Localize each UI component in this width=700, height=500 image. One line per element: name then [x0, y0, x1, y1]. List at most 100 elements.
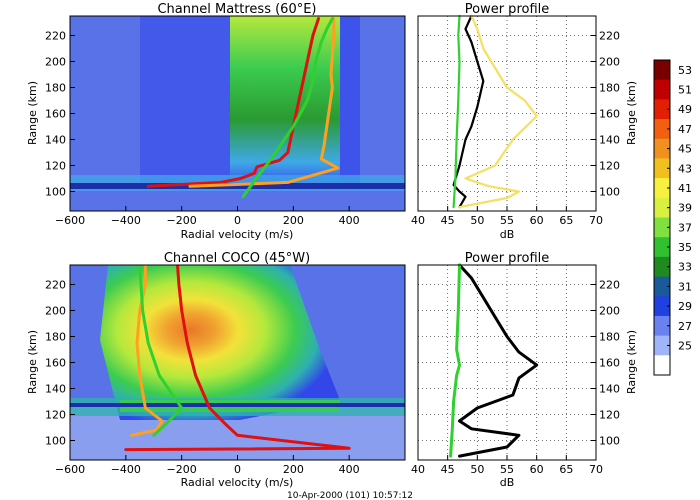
mattress-y-tick-label: 120: [45, 160, 66, 173]
power-top-xlabel: dB: [500, 228, 515, 241]
panel-mattress: Channel Mattress (60°E) −600 −400 −200 0 200…: [26, 2, 406, 241]
power-bottom-lines: [449, 263, 539, 458]
power-top-lines: [452, 14, 538, 209]
mattress-xlabel: Radial velocity (m/s): [181, 228, 294, 241]
power-top-y-tick-label: 200: [599, 56, 620, 69]
colorbar-swatch: [654, 335, 670, 356]
mattress-axes: −600 −400 −200 0 200 400 100 120 140 160 180 200 220: [45, 30, 360, 228]
mattress-x-tick-label: −400: [111, 214, 141, 227]
colorbar-swatch: [654, 197, 670, 218]
mattress-x-tick-label: 200: [283, 214, 304, 227]
power-top-y-tick-label: 100: [599, 186, 620, 199]
colorbar-label: 39: [678, 202, 692, 215]
power-bottom-x-tick-label: 40: [411, 463, 425, 476]
power-top-y-tick-label: 220: [599, 30, 620, 43]
power-top-x-tick-label: 70: [589, 214, 603, 227]
mattress-x-tick-label: −600: [55, 214, 85, 227]
mattress-profile-lines: [146, 17, 340, 199]
power-top-x-tick-label: 40: [411, 214, 425, 227]
colorbar-label: 53: [678, 64, 692, 77]
coco-echo-plume: [100, 265, 340, 420]
power-top-title: Power profile: [465, 2, 550, 17]
colorbar-label: 47: [678, 123, 692, 136]
power-bottom-y-tick-label: 180: [599, 331, 620, 344]
coco-y-tick-label: 220: [45, 279, 66, 292]
coco-x-tick-label: 200: [283, 463, 304, 476]
mattress-echo-core: [230, 16, 340, 188]
colorbar-label: 51: [678, 84, 692, 97]
colorbar: 53 51 49 47 45 43 41 39 37 35 33 31 29 27 25: [653, 59, 692, 376]
power-bottom-y-tick-label: 200: [599, 305, 620, 318]
power-bottom-x-tick-label: 65: [559, 463, 573, 476]
mattress-x-tick-label: 400: [339, 214, 360, 227]
colorbar-swatch: [654, 60, 670, 81]
colorbar-label: 41: [678, 182, 692, 195]
power-bottom-y-tick-label: 100: [599, 435, 620, 448]
colorbar-label: 37: [678, 221, 692, 234]
coco-x-tick-label: −400: [111, 463, 141, 476]
coco-xlabel: Radial velocity (m/s): [181, 476, 294, 489]
power-bottom-y-tick-label: 120: [599, 409, 620, 422]
mattress-echo-edge: [340, 16, 360, 188]
colorbar-swatch: [654, 138, 670, 159]
mattress-series-orange: [188, 17, 340, 188]
colorbar-swatch: [654, 178, 670, 199]
coco-y-tick-label: 140: [45, 383, 66, 396]
power-bottom-y-tick-label: 160: [599, 357, 620, 370]
power-top-series-yellow: [458, 14, 538, 209]
colorbar-label: 33: [678, 261, 692, 274]
coco-x-tick-label: −200: [167, 463, 197, 476]
power-top-frame: [417, 15, 597, 212]
panel-power-top: Power profile 40 45 50 55 60 65 70 100 120 140 160…: [411, 2, 638, 241]
power-top-x-tick-label: 60: [530, 214, 544, 227]
power-bottom-y-tick-label: 220: [599, 279, 620, 292]
coco-y-tick-label: 200: [45, 305, 66, 318]
mattress-y-tick-label: 100: [45, 186, 66, 199]
coco-series-orange: [129, 265, 164, 437]
coco-frame: [69, 264, 406, 461]
power-bottom-ylabel: Range (km): [625, 330, 638, 394]
colorbar-label: 25: [678, 339, 692, 352]
coco-title: Channel COCO (45°W): [164, 251, 310, 266]
colorbar-label: 29: [678, 300, 692, 313]
power-top-series-green: [452, 14, 461, 209]
panel-coco: Channel COCO (45°W) −600 −400 −200 0 200 400 1…: [26, 251, 406, 489]
power-top-x-tick-label: 65: [559, 214, 573, 227]
mattress-echo-halo: [140, 16, 230, 188]
mattress-frame: [69, 15, 406, 212]
colorbar-label: 45: [678, 143, 692, 156]
power-bottom-y-tick-label: 140: [599, 383, 620, 396]
colorbar-label: 35: [678, 241, 692, 254]
colorbar-label: 27: [678, 320, 692, 333]
power-bottom-x-tick-label: 50: [470, 463, 484, 476]
power-top-y-tick-label: 180: [599, 82, 620, 95]
coco-axes: −600 −400 −200 0 200 400 100 120 140 160 180 200 220: [45, 279, 360, 477]
power-top-x-tick-label: 45: [441, 214, 455, 227]
timestamp: 10-Apr-2000 (101) 10:57:12: [287, 491, 413, 500]
colorbar-swatch: [654, 355, 670, 376]
coco-series-green: [138, 265, 184, 437]
power-top-x-tick-label: 55: [500, 214, 514, 227]
colorbar-swatch: [654, 119, 670, 140]
colorbar-label: 49: [678, 103, 692, 116]
mattress-y-tick-label: 140: [45, 134, 66, 147]
coco-x-tick-label: 400: [339, 463, 360, 476]
panel-power-bottom: Power profile 40 45 50 55 60 65 70 100 120 140 160…: [411, 251, 638, 489]
colorbar-swatch: [654, 99, 670, 120]
coco-x-tick-label: 0: [234, 463, 241, 476]
colorbar-swatch: [654, 276, 670, 297]
power-top-y-tick-label: 140: [599, 134, 620, 147]
mattress-title: Channel Mattress (60°E): [157, 2, 316, 17]
power-bottom-title: Power profile: [465, 251, 550, 266]
power-top-y-tick-label: 120: [599, 160, 620, 173]
power-bottom-series-black: [458, 263, 539, 458]
mattress-series-green: [241, 17, 334, 199]
power-bottom-frame: [417, 264, 597, 461]
power-bottom-series-green: [449, 263, 461, 458]
mattress-x-tick-label: −200: [167, 214, 197, 227]
colorbar-swatch: [654, 296, 670, 317]
mattress-y-tick-label: 160: [45, 108, 66, 121]
coco-series-red: [124, 265, 351, 452]
coco-x-tick-label: −600: [55, 463, 85, 476]
colorbar-swatch: [654, 217, 670, 238]
